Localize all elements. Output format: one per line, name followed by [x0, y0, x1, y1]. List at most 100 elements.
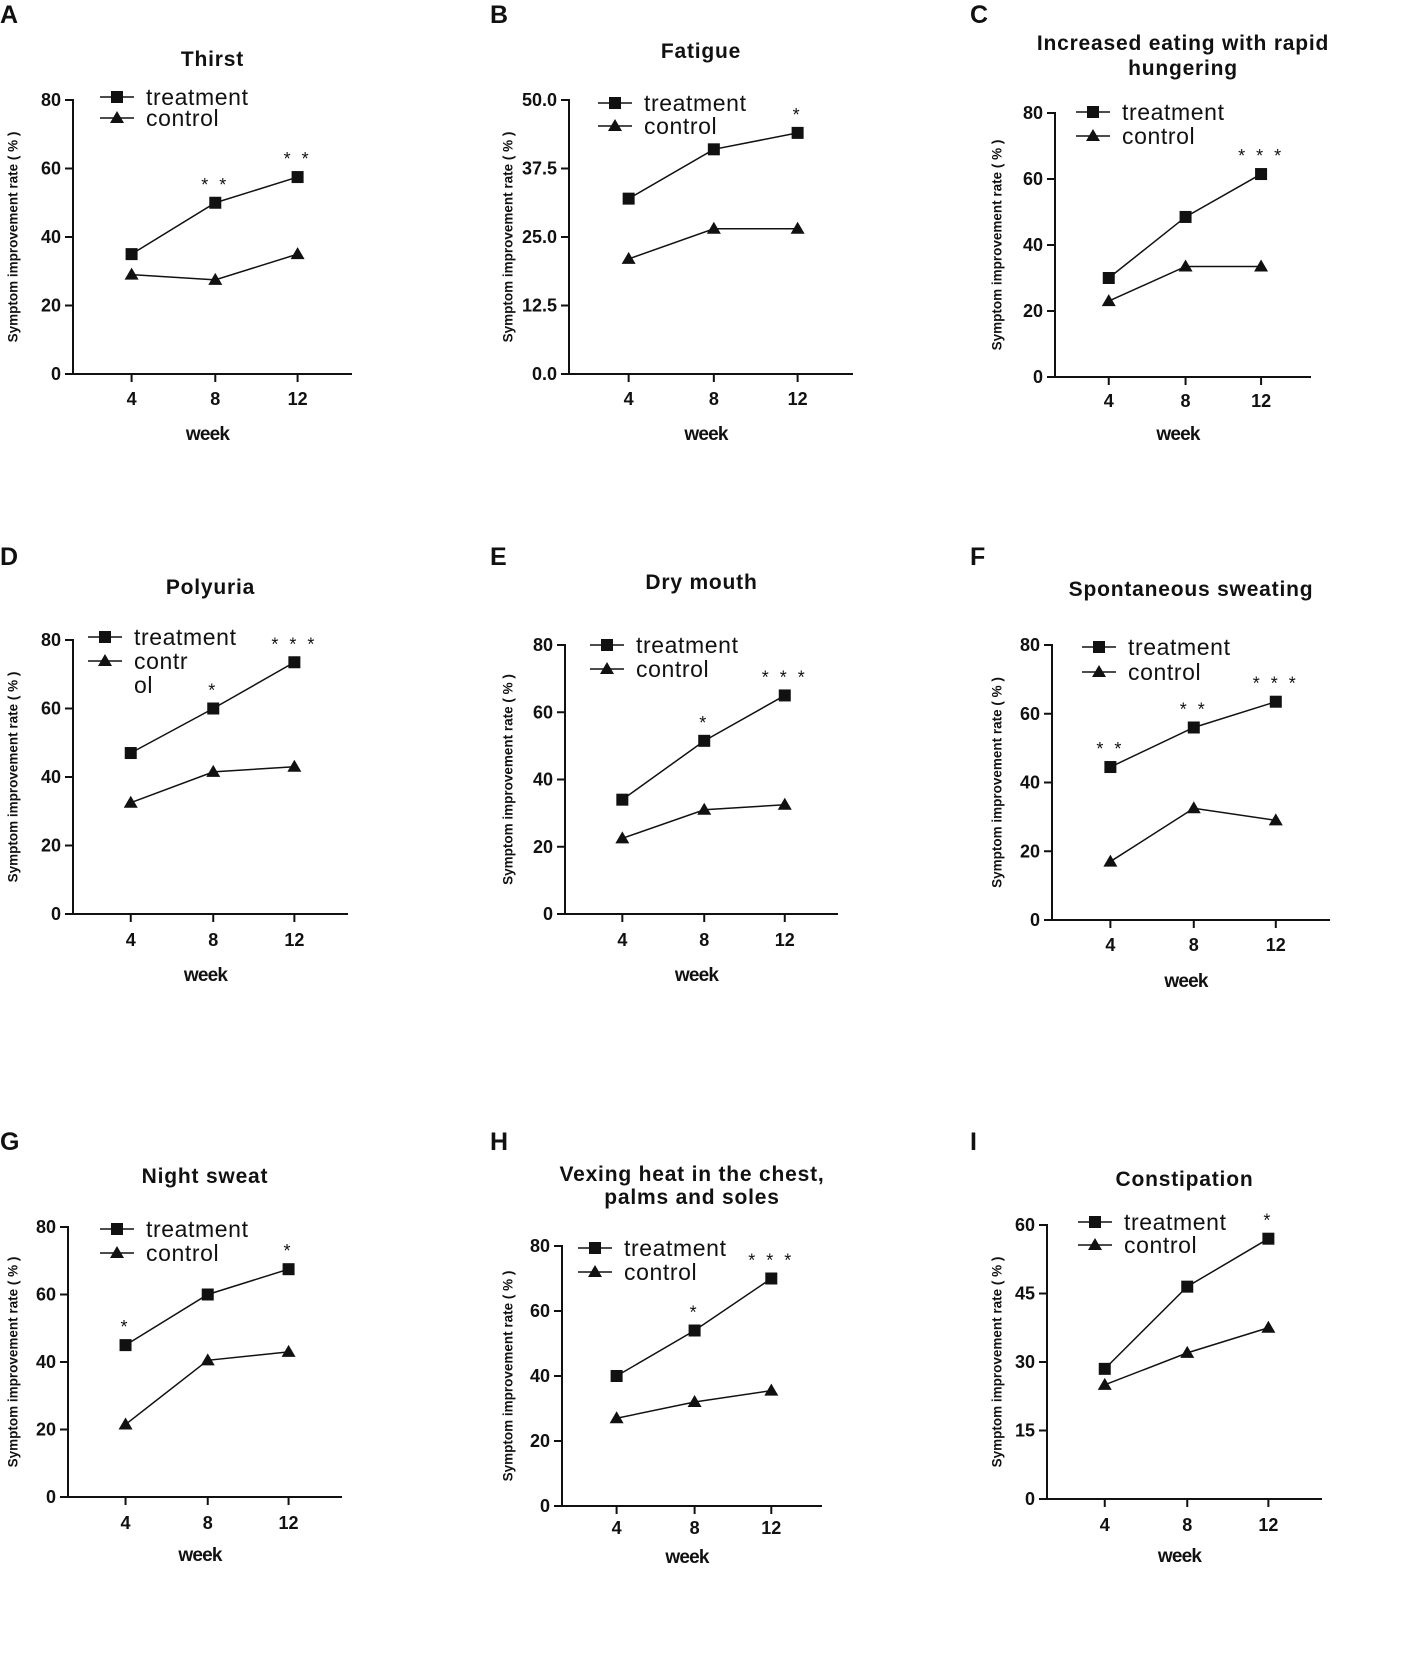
y-tick-label: 30 [1015, 1352, 1035, 1372]
y-tick-label: 20 [1023, 301, 1043, 321]
data-point-control [281, 1344, 296, 1357]
significance-marker: * * * [271, 634, 317, 654]
chart-title: Increased eating with rapid [1037, 32, 1329, 55]
data-point-treatment [688, 1324, 701, 1337]
significance-marker: * [284, 1241, 294, 1261]
legend-marker-treatment [1093, 641, 1105, 653]
data-point-treatment [125, 248, 138, 261]
data-point-treatment [124, 747, 137, 760]
chart-panel-d: D Polyuria 0 20 40 60 80 4 8 12 week Symptom improv… [0, 543, 348, 986]
y-tick-label: 60 [1020, 704, 1040, 724]
panel-letter: E [490, 543, 507, 571]
x-tick-label: 4 [1104, 391, 1114, 411]
data-point-control [290, 247, 305, 260]
data-point-control [208, 272, 223, 285]
panel-letter: B [490, 1, 508, 29]
data-point-treatment [610, 1370, 623, 1382]
legend-marker-treatment [1089, 1216, 1101, 1228]
panel-letter: D [0, 543, 18, 571]
data-point-treatment [1181, 1280, 1194, 1293]
legend-label-treatment: treatment [146, 84, 249, 110]
data-point-control [1097, 1377, 1112, 1390]
data-point-treatment [791, 126, 804, 139]
chart-panel-h: H Vexing heat in the chest,palms and sole… [490, 1128, 824, 1568]
chart-panel-e: E Dry mouth 0 20 40 60 80 4 8 12 week Symptom impro… [490, 543, 838, 986]
data-point-control [1186, 801, 1201, 814]
series-line-treatment [621, 694, 786, 801]
chart-panel-i: I Constipation 0 15 30 45 60 4 8 12 week Symptom im… [970, 1128, 1322, 1567]
data-point-treatment [1255, 168, 1268, 181]
y-tick-label: 0 [51, 364, 61, 384]
data-point-treatment [778, 689, 791, 702]
legend-label-control: control [146, 105, 219, 131]
legend-label-control: ol [134, 672, 153, 698]
legend-label-control: control [1122, 123, 1195, 149]
legend-label-control: contr [134, 648, 188, 674]
significance-marker: * * [284, 149, 312, 169]
data-point-control [1180, 1345, 1195, 1358]
y-tick-label: 0 [1025, 1489, 1035, 1509]
data-point-control [200, 1353, 215, 1366]
y-tick-label: 20 [1020, 841, 1040, 861]
legend-label-treatment: treatment [1124, 1209, 1227, 1235]
significance-marker: * [121, 1317, 131, 1337]
x-tick-label: 12 [1266, 935, 1286, 955]
data-point-control [118, 1417, 133, 1430]
data-point-treatment [1269, 695, 1282, 708]
legend-marker-treatment [601, 639, 613, 651]
x-axis-label: week [683, 424, 729, 445]
legend-label-control: control [1128, 659, 1201, 685]
x-tick-label: 12 [284, 930, 304, 950]
x-tick-label: 4 [1105, 935, 1115, 955]
x-axis-label: week [1157, 1546, 1203, 1567]
data-point-treatment [1179, 210, 1192, 223]
data-point-treatment [622, 192, 635, 205]
y-tick-label: 0 [51, 904, 61, 924]
y-tick-label: 20 [41, 296, 61, 316]
chart-panel-a: A Thirst 0 20 40 60 80 4 8 12 week Symptom improvem… [0, 1, 352, 445]
data-point-control [687, 1395, 702, 1407]
y-tick-label: 0.0 [532, 364, 557, 384]
x-tick-label: 12 [761, 1518, 781, 1538]
data-point-treatment [1098, 1362, 1111, 1375]
significance-marker: * * [201, 175, 229, 195]
series-line-treatment [125, 1268, 289, 1346]
significance-marker: * * [1096, 739, 1124, 759]
data-point-control [1254, 259, 1269, 272]
legend-marker-treatment [111, 1223, 123, 1235]
y-axis-label: Symptom improvement rate ( % ) [990, 140, 1005, 351]
x-axis-label: week [185, 424, 231, 445]
legend-label-treatment: treatment [1128, 634, 1231, 660]
data-point-treatment [1262, 1232, 1275, 1245]
y-tick-label: 40 [1020, 773, 1040, 793]
significance-marker: * * * [1253, 674, 1299, 694]
x-tick-label: 12 [788, 389, 808, 409]
x-tick-label: 4 [624, 389, 634, 409]
data-point-treatment [698, 734, 711, 747]
data-point-control [1101, 294, 1116, 307]
x-axis-label: week [664, 1547, 710, 1568]
chart-title: Fatigue [661, 40, 741, 63]
significance-marker: * * * [762, 667, 808, 687]
data-point-treatment [282, 1263, 295, 1276]
chart-title: Polyuria [166, 576, 255, 599]
x-tick-label: 4 [1100, 1515, 1110, 1535]
x-tick-label: 4 [127, 389, 137, 409]
y-tick-label: 25.0 [522, 227, 557, 247]
y-tick-label: 40 [41, 227, 61, 247]
y-tick-label: 60 [41, 159, 61, 179]
chart-title: Night sweat [142, 1165, 269, 1188]
significance-marker: * * * [1238, 146, 1284, 166]
y-axis-label: Symptom improvement rate ( % ) [990, 677, 1005, 888]
y-tick-label: 80 [1020, 635, 1040, 655]
data-point-treatment [616, 793, 629, 806]
x-tick-label: 8 [690, 1518, 700, 1538]
x-tick-label: 8 [1189, 935, 1199, 955]
legend-label-control: control [1124, 1232, 1197, 1258]
series-line-treatment [628, 132, 798, 200]
legend-label-control: control [624, 1259, 697, 1285]
x-axis-label: week [177, 1545, 223, 1566]
data-point-control [609, 1411, 624, 1424]
y-tick-label: 12.5 [522, 296, 557, 316]
data-point-control [1268, 813, 1283, 826]
